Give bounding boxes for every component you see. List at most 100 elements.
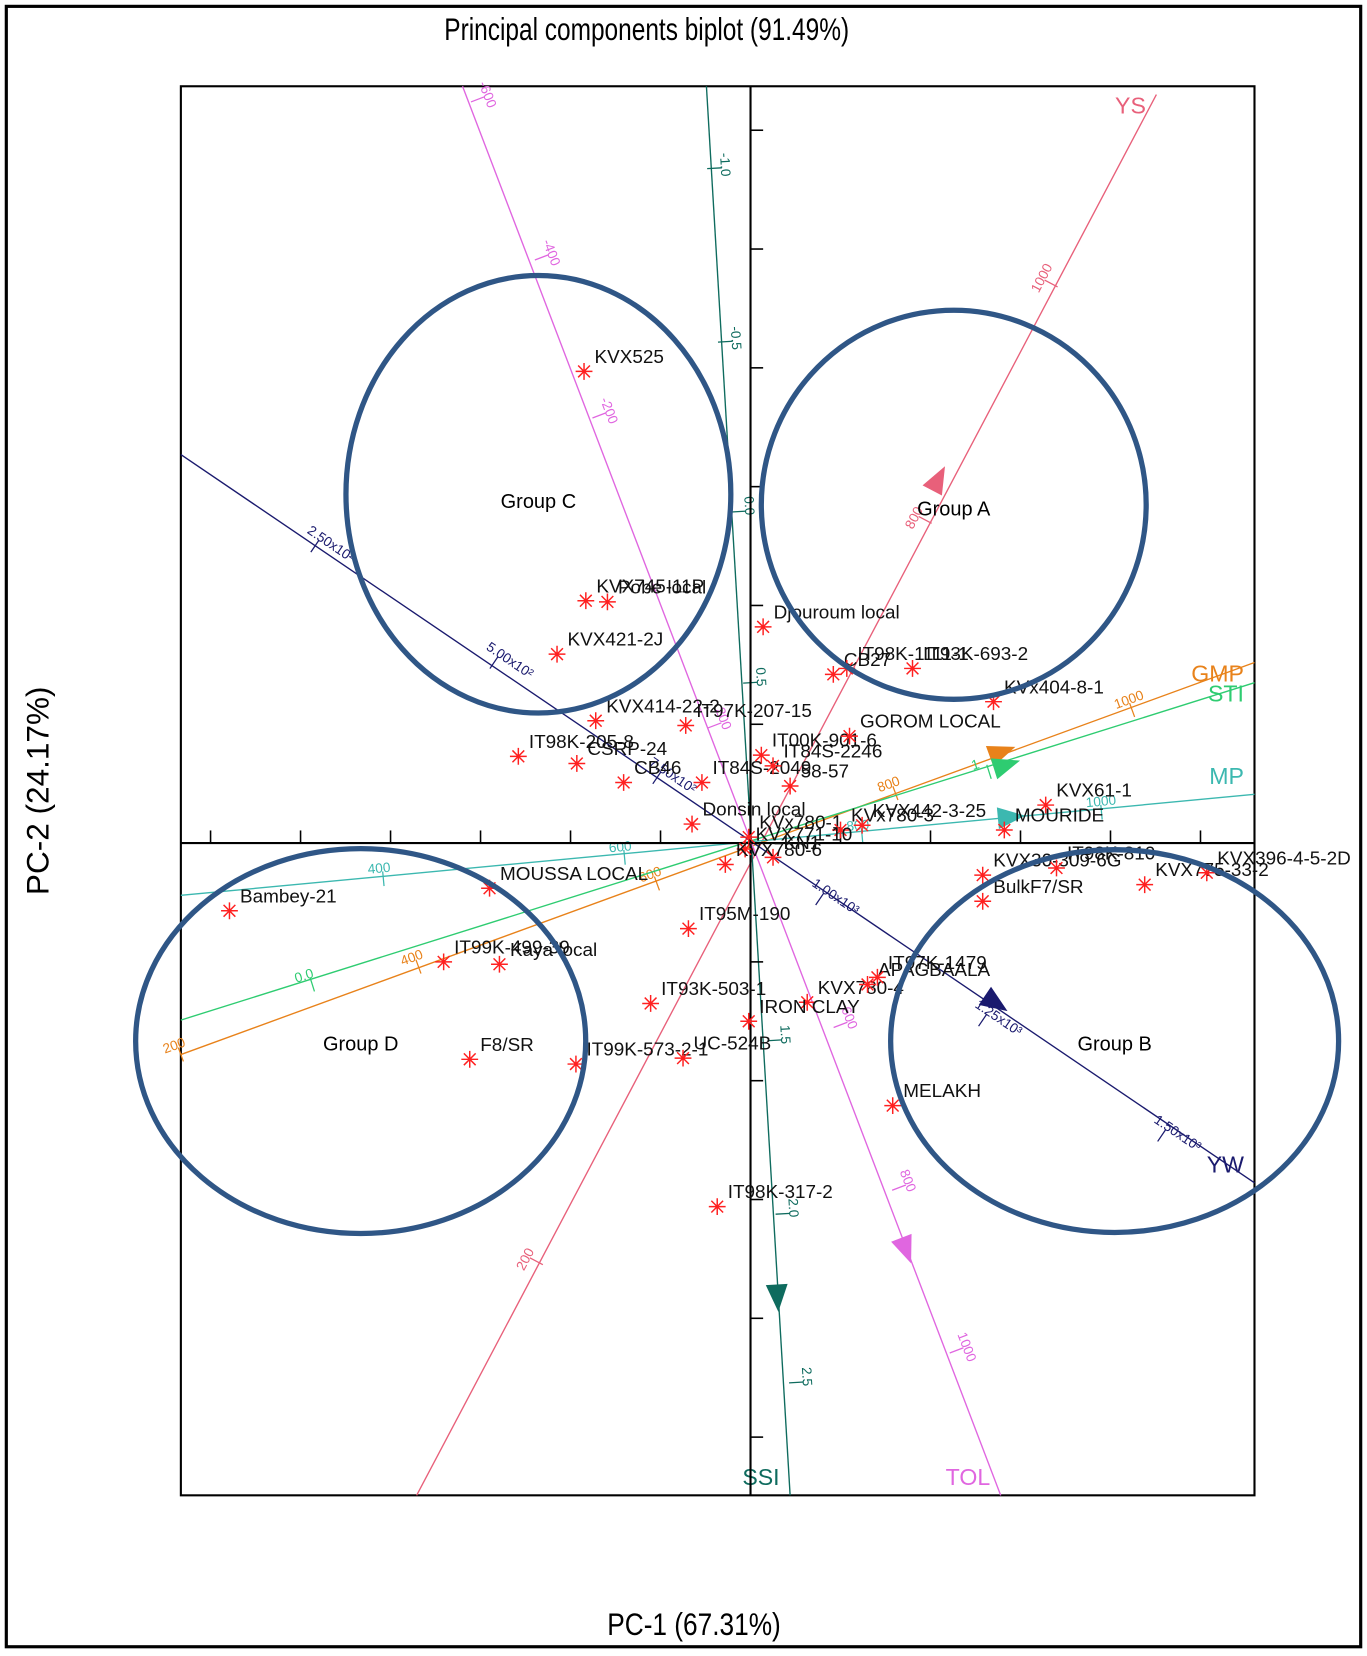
vector-tick xyxy=(789,1381,804,1384)
point-label: IT97K-207-15 xyxy=(696,701,812,722)
point-label: IT98K-205-8 xyxy=(529,732,634,753)
point xyxy=(1136,876,1154,894)
point xyxy=(674,1049,692,1067)
x-axis-label: PC-1 (67.31%) xyxy=(607,1606,781,1642)
point xyxy=(824,665,842,683)
vector-arrow xyxy=(765,1283,788,1312)
point xyxy=(577,592,595,610)
vector-tick-label: 600 xyxy=(637,863,664,885)
point xyxy=(481,879,498,897)
vector-tick xyxy=(767,1039,783,1042)
vector-tick-label: -400 xyxy=(540,237,564,268)
vector-tick xyxy=(1128,702,1136,718)
point-label: IT93K-503-1 xyxy=(661,979,766,1000)
point xyxy=(781,777,799,795)
vector-tick-label: 2.0 xyxy=(785,1198,801,1218)
point xyxy=(615,774,633,791)
group-label: Group C xyxy=(501,491,576,513)
point-label: CSRP-24 xyxy=(587,739,667,760)
point-label: F8/SR xyxy=(480,1035,534,1056)
vector-arrow xyxy=(922,466,945,496)
point-label: IT84S-2049 xyxy=(712,758,811,779)
point-label: IRON CLAY xyxy=(759,997,860,1018)
point-label: MOUSSA LOCAL xyxy=(500,864,648,885)
point xyxy=(509,747,527,765)
point-label: KVX525 xyxy=(595,347,664,368)
point xyxy=(716,856,734,873)
vector-tick-label: 1.50x10³ xyxy=(1151,1112,1204,1155)
point-label: KVX442-3-25 xyxy=(873,801,987,822)
point-label: KVX745-11P xyxy=(596,576,704,597)
vector-tick xyxy=(707,167,722,170)
point-label: Kaya local xyxy=(510,940,597,961)
vector-tick xyxy=(891,1184,907,1191)
point-label: KVx780-3 xyxy=(851,806,934,827)
vector-tick xyxy=(833,1021,848,1029)
vector-tick xyxy=(489,656,499,669)
point-label: MOURIDE xyxy=(1015,806,1104,827)
vector-tick xyxy=(707,722,722,729)
vector-tick-label: -1.0 xyxy=(717,152,733,177)
y-axis-label: PC-2 (24.17%) xyxy=(19,687,55,896)
vector-tick-label: 400 xyxy=(398,947,425,969)
vector-label: SSI xyxy=(742,1464,779,1490)
point xyxy=(680,920,697,938)
point xyxy=(1037,796,1055,814)
vector-tick-label: 1000 xyxy=(954,1330,979,1364)
group-ellipse xyxy=(888,847,1342,1236)
vector-arrow xyxy=(978,986,1008,1012)
vector-label: TOL xyxy=(946,1464,991,1490)
vector-tick xyxy=(592,412,607,419)
point xyxy=(869,968,886,986)
vector-tick-label: 800 xyxy=(875,773,902,795)
point xyxy=(435,953,453,971)
point xyxy=(752,746,770,764)
point xyxy=(764,757,782,775)
point-label: Donsin local xyxy=(703,800,806,821)
vector-tick-label: 600 xyxy=(608,838,632,855)
group-ellipses xyxy=(133,272,1342,1237)
point xyxy=(567,1055,585,1073)
group-label: Group B xyxy=(1077,1034,1151,1056)
vector-tick xyxy=(717,340,733,343)
vector-line xyxy=(180,661,1255,1056)
vector-tick-label: 1.00x10³ xyxy=(809,875,862,918)
vector-label: STI xyxy=(1208,681,1244,707)
vector-tick xyxy=(652,771,662,785)
vector-label: YW xyxy=(1207,1151,1244,1177)
vector-arrow xyxy=(891,1233,912,1264)
point xyxy=(764,848,782,866)
group-label: Group D xyxy=(323,1034,398,1056)
vector-tick xyxy=(529,1257,544,1266)
point xyxy=(740,1012,758,1030)
point xyxy=(548,645,566,663)
vector-tick xyxy=(918,515,932,524)
point xyxy=(974,892,992,910)
point-label: BulkF7/SR xyxy=(993,877,1083,898)
vector-tick xyxy=(892,786,899,801)
point xyxy=(491,955,508,973)
point xyxy=(754,618,772,636)
vector-tick xyxy=(310,539,320,553)
vector-tick xyxy=(534,254,549,261)
vector-tick xyxy=(1157,1128,1167,1142)
point-label: IT99K-499-39 xyxy=(454,937,570,958)
point-label: IT84S-2246 xyxy=(784,741,883,762)
point xyxy=(642,995,660,1012)
vector-tick xyxy=(949,1347,964,1354)
vector-label: YS xyxy=(1115,93,1146,119)
point xyxy=(461,1050,479,1068)
vector-line xyxy=(180,682,1255,1021)
vector-tick-label: -0.5 xyxy=(728,326,744,351)
point-label: 58-57 xyxy=(801,762,849,783)
vector-tick xyxy=(653,876,661,891)
point xyxy=(708,1198,726,1216)
point xyxy=(974,866,992,884)
vector-tick xyxy=(978,1013,988,1027)
vector-tick-label: 400 xyxy=(367,860,391,877)
point-label: IT99K-573-2-1 xyxy=(586,1040,708,1061)
plot-layer: 200 800 1000 YS 200 400 600 800 1000 GMP 0.0 1 STI 40… xyxy=(161,79,1351,1496)
vector-tick xyxy=(986,764,992,780)
point xyxy=(740,828,758,846)
